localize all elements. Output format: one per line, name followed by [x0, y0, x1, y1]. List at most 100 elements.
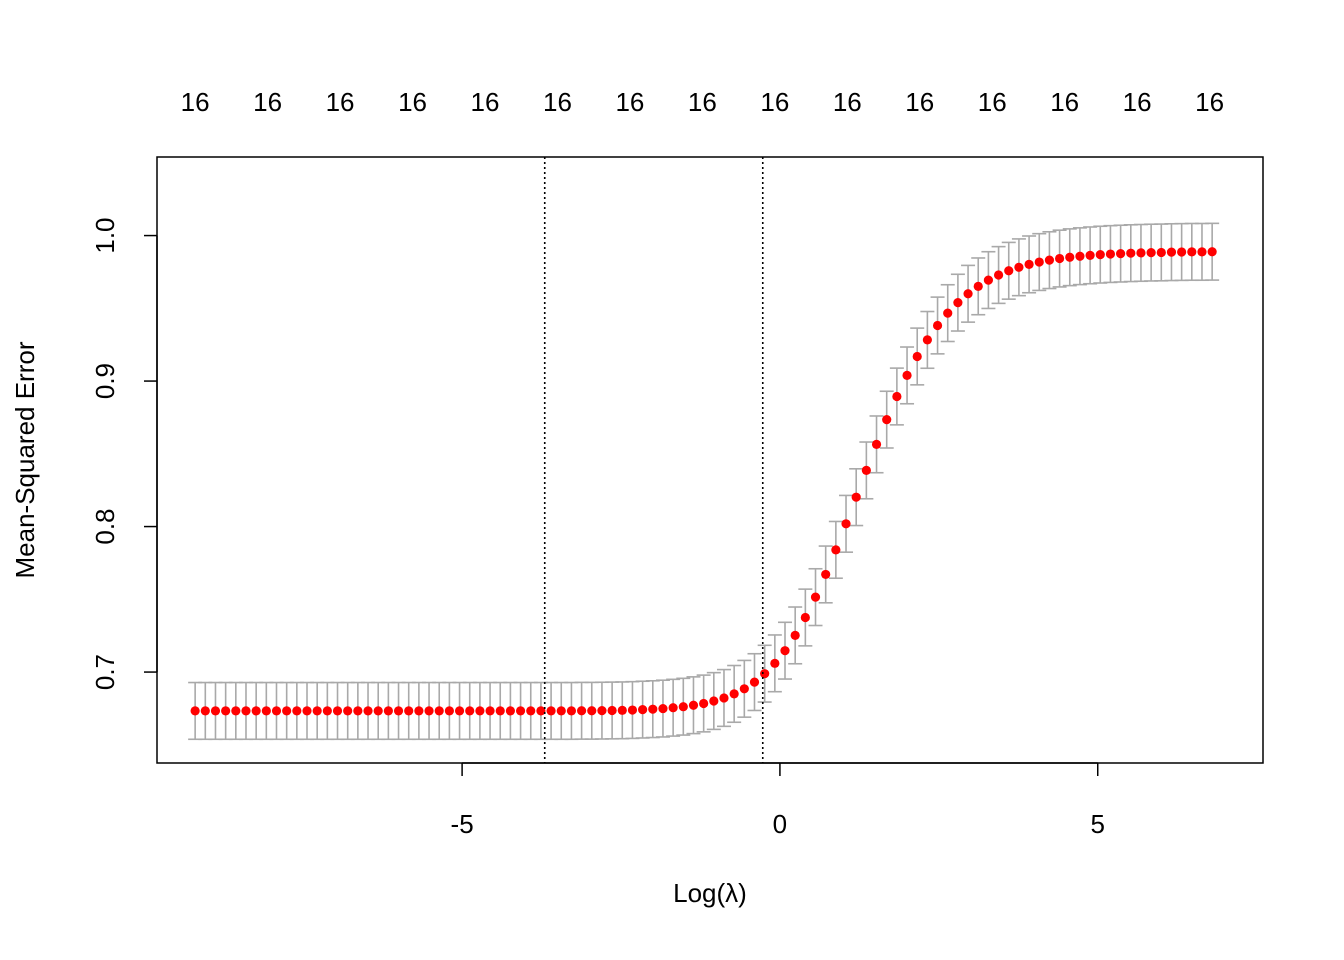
data-point	[1054, 253, 1065, 264]
top-axis-label: 16	[398, 87, 427, 117]
data-point	[871, 439, 882, 449]
data-point	[536, 706, 546, 716]
data-point	[526, 706, 536, 716]
data-point	[363, 706, 373, 716]
data-point	[943, 308, 953, 318]
reference-lines	[543, 157, 764, 763]
data-point	[770, 658, 780, 668]
data-point	[648, 704, 658, 714]
top-axis-label: 16	[978, 87, 1007, 117]
data-point	[668, 703, 678, 713]
data-point	[688, 700, 699, 710]
data-point	[577, 706, 587, 716]
data-point	[210, 706, 221, 716]
data-point	[231, 706, 241, 716]
x-tick-label: 0	[773, 809, 787, 839]
top-axis-label: 16	[543, 87, 572, 117]
data-point	[953, 298, 963, 308]
y-tick-label: 0.7	[90, 654, 120, 690]
data-point	[546, 706, 556, 716]
data-point	[261, 706, 271, 716]
data-point	[1146, 247, 1156, 258]
data-point	[414, 706, 424, 716]
data-point	[1166, 247, 1177, 257]
data-point	[922, 335, 932, 345]
data-point	[495, 706, 505, 716]
data-point	[383, 706, 393, 716]
data-point	[566, 706, 577, 716]
data-point	[292, 706, 302, 716]
top-axis-label: 16	[905, 87, 934, 117]
data-point	[475, 706, 485, 716]
data-point	[821, 569, 831, 580]
data-point	[1177, 247, 1187, 257]
top-axis-label: 16	[1195, 87, 1224, 117]
data-point	[1044, 255, 1055, 265]
top-axis-label: 16	[471, 87, 500, 117]
data-point	[271, 706, 282, 716]
data-point	[810, 592, 821, 602]
data-point	[800, 612, 810, 623]
data-point	[780, 646, 790, 656]
data-point	[353, 706, 363, 716]
data-point	[932, 320, 943, 331]
x-axis-title: Log(λ)	[673, 878, 747, 908]
top-axis-label: 16	[688, 87, 717, 117]
data-point	[404, 706, 414, 716]
data-point	[485, 706, 495, 716]
data-point	[1207, 247, 1217, 257]
data-point	[739, 684, 749, 694]
data-point	[1095, 250, 1105, 260]
data-point	[607, 705, 617, 716]
data-point	[749, 677, 760, 687]
x-tick-label: 5	[1091, 809, 1105, 839]
top-axis-label: 16	[326, 87, 355, 117]
data-point	[882, 415, 892, 425]
data-point	[302, 706, 312, 716]
data-point	[200, 706, 210, 716]
y-tick-label: 0.8	[90, 508, 120, 544]
data-point	[343, 706, 353, 716]
data-point	[790, 630, 800, 640]
data-point	[638, 705, 648, 715]
data-points	[190, 247, 1217, 716]
data-point	[709, 696, 719, 706]
x-tick-label: -5	[451, 809, 474, 839]
data-point	[332, 706, 343, 716]
data-point	[282, 706, 292, 716]
data-point	[831, 545, 841, 555]
data-point	[444, 706, 454, 716]
data-point	[424, 706, 434, 716]
data-point	[1085, 250, 1095, 260]
data-point	[1075, 251, 1085, 261]
data-point	[983, 275, 994, 285]
y-tick-label: 0.9	[90, 363, 120, 399]
data-point	[729, 689, 739, 699]
data-point	[597, 706, 607, 716]
data-point	[312, 706, 322, 716]
data-point	[892, 391, 902, 402]
data-point	[1136, 248, 1146, 258]
data-point	[556, 706, 566, 716]
y-axis-title: Mean-Squared Error	[10, 341, 40, 578]
data-point	[617, 705, 627, 715]
data-point	[465, 706, 475, 716]
top-axis-label: 16	[833, 87, 862, 117]
data-point	[587, 706, 597, 716]
data-point	[1004, 266, 1014, 276]
top-axis-label: 16	[181, 87, 210, 117]
top-axis-label: 16	[1123, 87, 1152, 117]
data-point	[221, 706, 231, 716]
top-axis-label: 16	[615, 87, 644, 117]
data-point	[393, 706, 404, 716]
data-point	[760, 669, 770, 679]
data-point	[699, 698, 709, 709]
data-point	[1014, 262, 1024, 272]
data-point	[627, 705, 638, 715]
data-point	[1187, 247, 1197, 257]
data-point	[373, 706, 383, 716]
data-point	[241, 706, 251, 716]
data-point	[454, 706, 465, 716]
data-point	[841, 519, 851, 529]
